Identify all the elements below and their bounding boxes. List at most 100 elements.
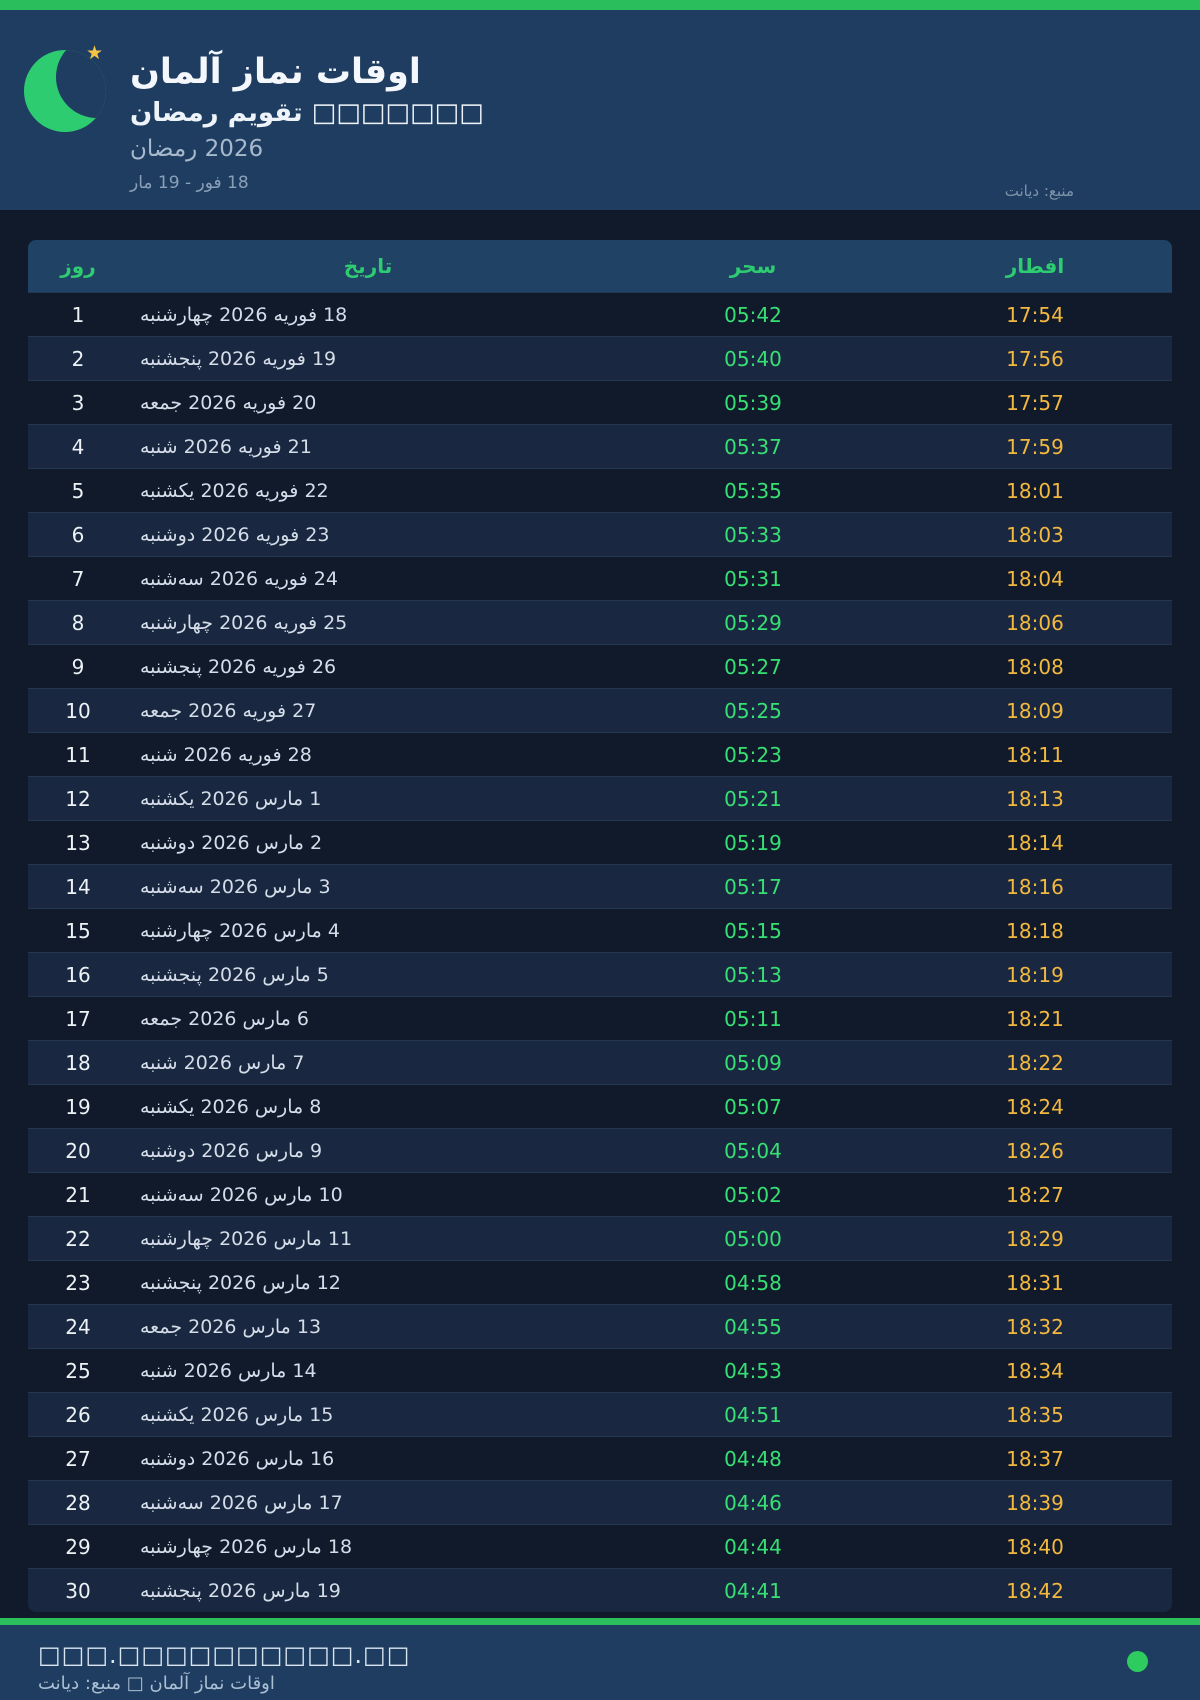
iftar-time-cell: 18:09 bbox=[1006, 698, 1064, 723]
table-row: 28 17 مارس 2026 سه‌شنبه 04:46 18:39 bbox=[28, 1480, 1172, 1524]
date-cell: 28 فوریه 2026 شنبه bbox=[140, 743, 312, 766]
table-row: 9 26 فوریه 2026 پنجشنبه 05:27 18:08 bbox=[28, 644, 1172, 688]
day-cell: 22 bbox=[65, 1226, 91, 1251]
table-row: 12 1 مارس 2026 یکشنبه 05:21 18:13 bbox=[28, 776, 1172, 820]
day-cell: 3 bbox=[71, 390, 85, 415]
date-cell: 21 فوریه 2026 شنبه bbox=[140, 435, 312, 458]
main-content: روز تاریخ سحر افطار 1 18 فوریه 2026 چهارش… bbox=[0, 210, 1200, 1618]
table-row: 1 18 فوریه 2026 چهارشنبه 05:42 17:54 bbox=[28, 292, 1172, 336]
date-cell: 9 مارس 2026 دوشنبه bbox=[140, 1139, 323, 1162]
iftar-time-cell: 18:22 bbox=[1006, 1050, 1064, 1075]
suhoor-time-cell: 05:07 bbox=[724, 1094, 782, 1119]
suhoor-time-cell: 04:51 bbox=[724, 1402, 782, 1427]
col-header-iftar: افطار bbox=[1005, 254, 1065, 278]
table-body: 1 18 فوریه 2026 چهارشنبه 05:42 17:54 2 19 فور… bbox=[28, 292, 1172, 1612]
iftar-time-cell: 18:35 bbox=[1006, 1402, 1064, 1427]
date-cell: 14 مارس 2026 شنبه bbox=[140, 1359, 317, 1382]
day-cell: 13 bbox=[65, 830, 91, 855]
page-subtitle: تقویم رمضان □□□□□□□ bbox=[130, 98, 484, 128]
table-row: 6 23 فوریه 2026 دوشنبه 05:33 18:03 bbox=[28, 512, 1172, 556]
suhoor-time-cell: 05:17 bbox=[724, 874, 782, 899]
date-cell: 10 مارس 2026 سه‌شنبه bbox=[140, 1183, 343, 1206]
table-row: 22 11 مارس 2026 چهارشنبه 05:00 18:29 bbox=[28, 1216, 1172, 1260]
date-cell: 8 مارس 2026 یکشنبه bbox=[140, 1095, 322, 1118]
table-row: 21 10 مارس 2026 سه‌شنبه 05:02 18:27 bbox=[28, 1172, 1172, 1216]
suhoor-time-cell: 05:42 bbox=[724, 302, 782, 327]
day-cell: 6 bbox=[71, 522, 85, 547]
iftar-time-cell: 18:04 bbox=[1006, 566, 1064, 591]
table-row: 26 15 مارس 2026 یکشنبه 04:51 18:35 bbox=[28, 1392, 1172, 1436]
table-row: 3 20 فوریه 2026 جمعه 05:39 17:57 bbox=[28, 380, 1172, 424]
day-cell: 24 bbox=[65, 1314, 91, 1339]
date-cell: 24 فوریه 2026 سه‌شنبه bbox=[140, 567, 338, 590]
day-cell: 15 bbox=[65, 918, 91, 943]
suhoor-time-cell: 05:21 bbox=[724, 786, 782, 811]
iftar-time-cell: 18:24 bbox=[1006, 1094, 1064, 1119]
table-row: 2 19 فوریه 2026 پنجشنبه 05:40 17:56 bbox=[28, 336, 1172, 380]
date-cell: 5 مارس 2026 پنجشنبه bbox=[140, 963, 329, 986]
day-cell: 28 bbox=[65, 1490, 91, 1515]
suhoor-time-cell: 05:37 bbox=[724, 434, 782, 459]
iftar-time-cell: 18:14 bbox=[1006, 830, 1064, 855]
date-cell: 22 فوریه 2026 یکشنبه bbox=[140, 479, 329, 502]
iftar-time-cell: 18:26 bbox=[1006, 1138, 1064, 1163]
table-row: 18 7 مارس 2026 شنبه 05:09 18:22 bbox=[28, 1040, 1172, 1084]
suhoor-time-cell: 05:09 bbox=[724, 1050, 782, 1075]
day-cell: 4 bbox=[71, 434, 85, 459]
day-cell: 18 bbox=[65, 1050, 91, 1075]
suhoor-time-cell: 04:55 bbox=[724, 1314, 782, 1339]
iftar-time-cell: 18:03 bbox=[1006, 522, 1064, 547]
iftar-time-cell: 18:31 bbox=[1006, 1270, 1064, 1295]
table-row: 17 6 مارس 2026 جمعه 05:11 18:21 bbox=[28, 996, 1172, 1040]
iftar-time-cell: 18:13 bbox=[1006, 786, 1064, 811]
iftar-time-cell: 18:01 bbox=[1006, 478, 1064, 503]
day-cell: 12 bbox=[65, 786, 91, 811]
date-cell: 18 فوریه 2026 چهارشنبه bbox=[140, 303, 348, 326]
iftar-time-cell: 18:40 bbox=[1006, 1534, 1064, 1559]
col-header-day: روز bbox=[60, 254, 96, 278]
iftar-time-cell: 18:19 bbox=[1006, 962, 1064, 987]
col-header-suhoor: سحر bbox=[729, 254, 777, 278]
suhoor-time-cell: 05:39 bbox=[724, 390, 782, 415]
day-cell: 27 bbox=[65, 1446, 91, 1471]
suhoor-time-cell: 04:41 bbox=[724, 1578, 782, 1603]
footer: □□□.□□□□□□□□□□.□□ اوقات نماز آلمان □ منب… bbox=[0, 1618, 1200, 1700]
date-cell: 7 مارس 2026 شنبه bbox=[140, 1051, 305, 1074]
suhoor-time-cell: 05:19 bbox=[724, 830, 782, 855]
table-row: 29 18 مارس 2026 چهارشنبه 04:44 18:40 bbox=[28, 1524, 1172, 1568]
header: ★ اوقات نماز آلمان تقویم رمضان □□□□□□□ ر… bbox=[0, 10, 1200, 210]
footer-credit: اوقات نماز آلمان □ منبع: دیانت bbox=[38, 1673, 275, 1694]
date-cell: 17 مارس 2026 سه‌شنبه bbox=[140, 1491, 343, 1514]
date-cell: 23 فوریه 2026 دوشنبه bbox=[140, 523, 330, 546]
iftar-time-cell: 17:54 bbox=[1006, 302, 1064, 327]
iftar-time-cell: 17:59 bbox=[1006, 434, 1064, 459]
day-cell: 14 bbox=[65, 874, 91, 899]
top-accent-bar bbox=[0, 0, 1200, 10]
iftar-time-cell: 18:16 bbox=[1006, 874, 1064, 899]
iftar-time-cell: 17:57 bbox=[1006, 390, 1064, 415]
iftar-time-cell: 18:11 bbox=[1006, 742, 1064, 767]
iftar-time-cell: 17:56 bbox=[1006, 346, 1064, 371]
table-row: 27 16 مارس 2026 دوشنبه 04:48 18:37 bbox=[28, 1436, 1172, 1480]
season-label: رمضان‎ 2026 bbox=[130, 136, 264, 162]
footer-green-dot bbox=[1127, 1651, 1148, 1672]
date-cell: 18 مارس 2026 چهارشنبه bbox=[140, 1535, 353, 1558]
suhoor-time-cell: 05:15 bbox=[724, 918, 782, 943]
suhoor-time-cell: 05:29 bbox=[724, 610, 782, 635]
star-icon: ★ bbox=[86, 42, 104, 64]
date-cell: 16 مارس 2026 دوشنبه bbox=[140, 1447, 335, 1470]
suhoor-time-cell: 05:04 bbox=[724, 1138, 782, 1163]
table-row: 11 28 فوریه 2026 شنبه 05:23 18:11 bbox=[28, 732, 1172, 776]
iftar-time-cell: 18:37 bbox=[1006, 1446, 1064, 1471]
table-row: 15 4 مارس 2026 چهارشنبه 05:15 18:18 bbox=[28, 908, 1172, 952]
table-row: 24 13 مارس 2026 جمعه 04:55 18:32 bbox=[28, 1304, 1172, 1348]
suhoor-time-cell: 05:40 bbox=[724, 346, 782, 371]
date-cell: 26 فوریه 2026 پنجشنبه bbox=[140, 655, 337, 678]
iftar-time-cell: 18:18 bbox=[1006, 918, 1064, 943]
day-cell: 20 bbox=[65, 1138, 91, 1163]
date-cell: 19 فوریه 2026 پنجشنبه bbox=[140, 347, 337, 370]
day-cell: 5 bbox=[71, 478, 85, 503]
day-cell: 7 bbox=[71, 566, 85, 591]
table-row: 16 5 مارس 2026 پنجشنبه 05:13 18:19 bbox=[28, 952, 1172, 996]
table-row: 19 8 مارس 2026 یکشنبه 05:07 18:24 bbox=[28, 1084, 1172, 1128]
